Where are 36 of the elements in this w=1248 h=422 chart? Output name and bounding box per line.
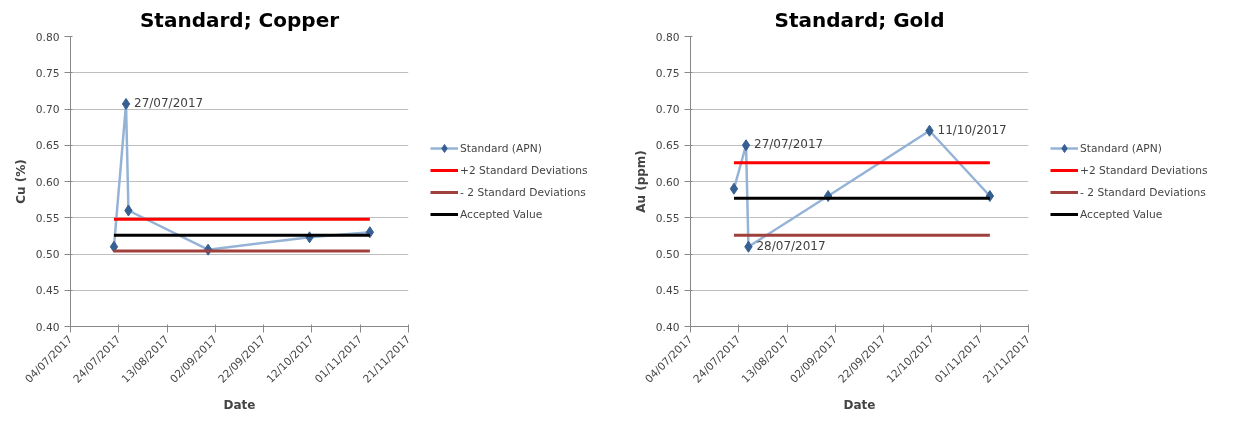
y-tick-label: 0.80 [655, 30, 680, 44]
y-tick-label: 0.80 [35, 30, 60, 44]
y-tick-label: 0.50 [35, 248, 60, 261]
annotation: 27/07/2017 [754, 137, 824, 152]
y-tick-label: 0.40 [655, 320, 680, 334]
y-tick-label: 0.55 [655, 211, 680, 225]
legend-label: Accepted Value [460, 207, 543, 221]
y-tick-label: 0.55 [35, 211, 60, 225]
chart-title: Standard; Copper [139, 7, 340, 32]
y-tick-label: 0.50 [655, 248, 680, 261]
y-tick-label: 0.45 [655, 284, 680, 298]
legend-label: +2 Standard Deviations [460, 163, 588, 177]
legend-label: +2 Standard Deviations [1080, 163, 1208, 177]
legend-label: Standard (APN) [1080, 141, 1162, 155]
y-tick-label: 0.70 [35, 103, 60, 116]
y-axis-title: Au (ppm) [633, 150, 648, 213]
y-tick-label: 0.75 [35, 66, 60, 80]
annotation: 11/10/2017 [937, 122, 1007, 137]
legend-label: Accepted Value [1080, 207, 1163, 221]
y-tick-label: 0.45 [35, 284, 60, 298]
y-tick-label: 0.65 [655, 139, 680, 153]
y-tick-label: 0.65 [35, 139, 60, 153]
y-tick-label: 0.60 [655, 175, 680, 189]
annotation: 28/07/2017 [756, 238, 826, 253]
x-axis-title: Date [843, 398, 876, 413]
y-axis-title: Cu (%) [13, 159, 28, 204]
y-tick-label: 0.70 [655, 103, 680, 116]
y-tick-label: 0.60 [35, 175, 60, 189]
x-axis-title: Date [223, 398, 256, 413]
chart-title: Standard; Gold [774, 7, 945, 32]
y-tick-label: 0.75 [655, 66, 680, 80]
legend-label: - 2 Standard Deviations [460, 185, 586, 199]
legend-label: - 2 Standard Deviations [1080, 185, 1206, 199]
legend-label: Standard (APN) [460, 141, 542, 155]
y-tick-label: 0.40 [35, 320, 60, 334]
annotation: 27/07/2017 [134, 95, 204, 110]
